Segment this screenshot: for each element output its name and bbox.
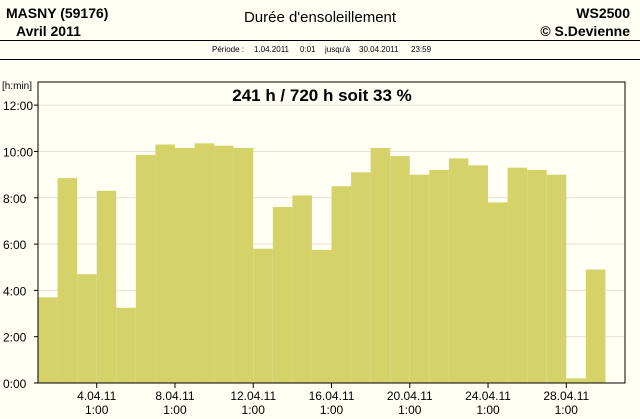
- station-name: MASNY (59176): [6, 5, 109, 21]
- y-axis-label: [h:min]: [2, 81, 32, 92]
- report-month: Avril 2011: [16, 23, 81, 39]
- header-rule-bottom: [0, 59, 640, 60]
- x-tick-label-date: 16.04.11: [309, 389, 355, 403]
- bar-day-25: [507, 167, 528, 383]
- bar-day-11: [233, 147, 254, 383]
- bar-day-18: [370, 147, 391, 383]
- bar-day-12: [253, 248, 273, 383]
- period-to-label: jusqu'à: [325, 45, 351, 54]
- bar-day-15: [311, 249, 332, 383]
- x-tick-label-time: 1:00: [555, 403, 579, 417]
- x-tick-label-time: 1:00: [242, 403, 266, 417]
- y-tick-label: 2:00: [3, 331, 27, 345]
- x-tick-label-time: 1:00: [476, 403, 500, 417]
- x-tick-label-date: 4.04.11: [77, 389, 116, 403]
- bar-day-5: [116, 307, 136, 383]
- x-tick-label-time: 1:00: [163, 403, 187, 417]
- y-axis-ticks: 0:00 2:00 4:00 6:00 8:00 10:00 12:00: [3, 99, 38, 391]
- bar-day-27: [546, 174, 567, 383]
- copyright: © S.Devienne: [540, 23, 630, 39]
- bar-day-6: [135, 154, 156, 383]
- period-to-time: 23:59: [411, 45, 432, 54]
- period-from-time: 0:01: [300, 45, 316, 54]
- bar-day-24: [488, 202, 508, 383]
- y-tick-label: 10:00: [3, 145, 33, 159]
- x-tick-label-date: 24.04.11: [465, 389, 511, 403]
- bar-day-28: [566, 378, 586, 383]
- bar-day-23: [468, 165, 489, 383]
- y-tick-label: 12:00: [3, 99, 33, 113]
- bar-day-17: [351, 172, 371, 383]
- bar-day-26: [527, 169, 547, 383]
- bar-day-14: [292, 195, 312, 383]
- bar-day-13: [272, 207, 293, 383]
- bar-day-2: [57, 178, 78, 383]
- y-tick-label: 0:00: [3, 377, 27, 391]
- x-tick-label-date: 8.04.11: [155, 389, 194, 403]
- bar-day-7: [155, 144, 175, 383]
- x-axis-ticks: 4.04.111:008.04.111:0012.04.111:0016.04.…: [77, 383, 590, 417]
- bar-day-19: [390, 156, 410, 383]
- y-tick-label: 4:00: [3, 284, 27, 298]
- period-to-date: 30.04.2011: [359, 45, 399, 54]
- bar-day-20: [409, 174, 430, 383]
- x-tick-label-date: 28.04.11: [543, 389, 589, 403]
- summary-text: 241 h / 720 h soit 33 %: [232, 86, 412, 105]
- bar-day-3: [77, 274, 97, 383]
- x-tick-label-time: 1:00: [320, 403, 344, 417]
- x-tick-label-date: 20.04.11: [387, 389, 433, 403]
- bar-day-21: [429, 169, 449, 383]
- bar-day-9: [194, 143, 215, 383]
- header-rule-top: [0, 40, 640, 41]
- bar-day-22: [448, 158, 469, 383]
- bar-day-29: [585, 269, 606, 383]
- bars: [38, 143, 606, 383]
- period-label: Période :: [212, 45, 245, 54]
- x-tick-label-time: 1:00: [398, 403, 422, 417]
- y-tick-label: 6:00: [3, 238, 27, 252]
- period-from-date: 1.04.2011: [254, 45, 289, 54]
- chart-title: Durée d'ensoleillement: [243, 9, 397, 26]
- x-tick-label-date: 12.04.11: [230, 389, 276, 403]
- bar-day-8: [174, 147, 195, 383]
- station-model: WS2500: [576, 5, 630, 21]
- bar-day-16: [331, 186, 352, 383]
- bar-day-1: [38, 297, 58, 383]
- bar-day-4: [96, 190, 117, 383]
- bar-day-10: [214, 145, 234, 383]
- x-tick-label-time: 1:00: [85, 403, 109, 417]
- y-tick-label: 8:00: [3, 192, 27, 206]
